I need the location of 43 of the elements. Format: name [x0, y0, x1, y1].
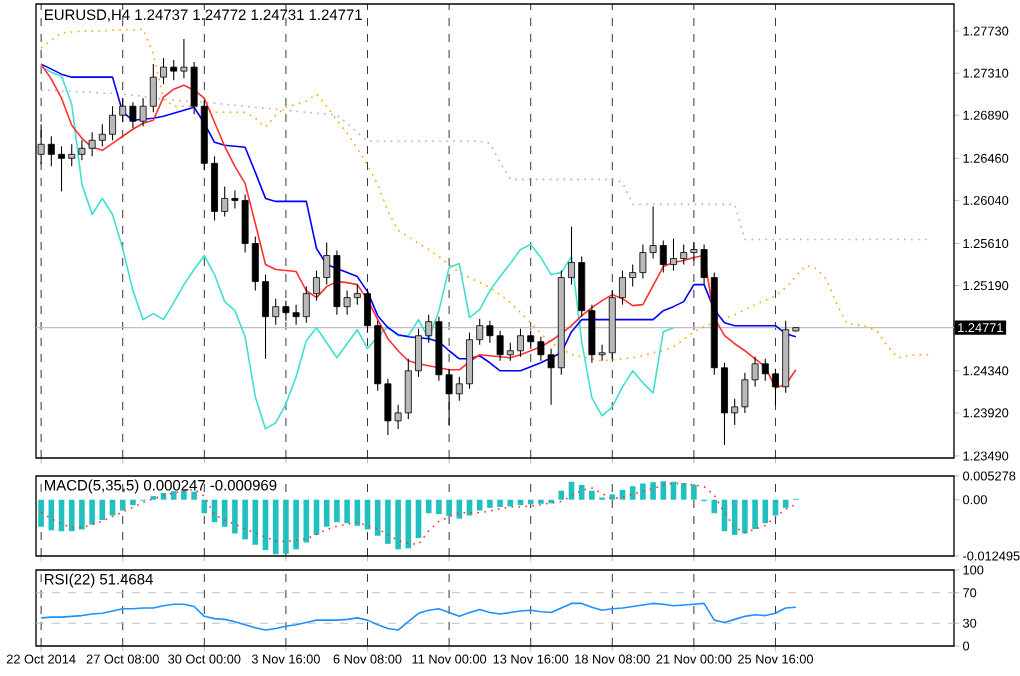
bar [293, 499, 299, 550]
bar [283, 499, 289, 554]
bar [242, 499, 248, 540]
bar [344, 499, 350, 524]
bar [589, 490, 595, 500]
bar [334, 499, 340, 523]
bar [507, 499, 514, 507]
bar [38, 499, 44, 527]
bar [640, 483, 646, 500]
bar [374, 499, 381, 536]
bar [181, 490, 187, 500]
bar [446, 499, 452, 516]
bar [170, 491, 177, 500]
bar [323, 499, 330, 527]
bar [752, 499, 758, 529]
bar [578, 484, 585, 500]
bar [385, 499, 391, 544]
bar [558, 490, 565, 500]
bar [79, 499, 85, 530]
bar [89, 499, 95, 525]
bar [119, 499, 126, 511]
bar [68, 499, 75, 532]
bar [711, 499, 718, 514]
bar [405, 499, 412, 549]
bar [497, 499, 503, 507]
bar [527, 499, 534, 505]
bar [660, 481, 667, 500]
bar [650, 482, 656, 500]
bar [130, 499, 136, 506]
bar [436, 499, 442, 515]
bar [691, 484, 697, 500]
bar [232, 499, 238, 534]
bar [487, 499, 493, 508]
bar [191, 491, 197, 500]
bar [221, 499, 228, 527]
bar [354, 499, 361, 526]
bar [742, 499, 748, 534]
bar [609, 494, 616, 500]
bar [272, 499, 279, 555]
bar [395, 499, 401, 550]
bar [425, 499, 432, 514]
bar [762, 499, 769, 524]
bar [476, 499, 483, 511]
